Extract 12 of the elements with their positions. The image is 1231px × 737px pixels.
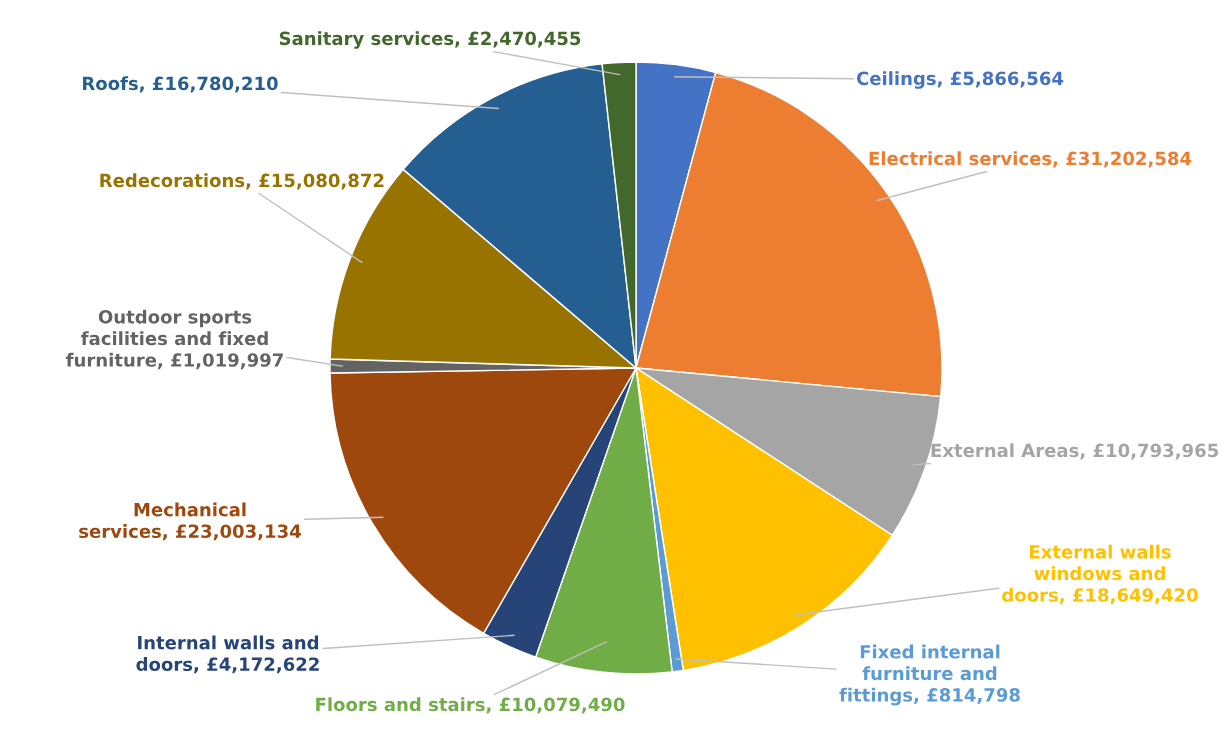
slice-label: Mechanical services, £23,003,134 [79, 502, 301, 541]
slice-label: Floors and stairs, £10,079,490 [316, 697, 625, 714]
slice-label: Fixed internal furniture and fittings, £814,798 [839, 644, 1020, 706]
slice-label: Internal walls and doors, £4,172,622 [136, 635, 319, 674]
slice-label: Roofs, £16,780,210 [83, 76, 278, 93]
slice-label: Sanitary services, £2,470,455 [279, 31, 581, 49]
slice-label: Outdoor sports facilities and fixed furniture, £1,019,997 [66, 309, 283, 370]
slice-label: Ceilings, £5,866,564 [856, 71, 1064, 89]
slice-label: External walls windows and doors, £18,649,420 [1002, 544, 1198, 605]
slice-label: Redecorations, £15,080,872 [100, 173, 384, 190]
slice-label: External Areas, £10,793,965 [931, 443, 1218, 460]
slice-label: Electrical services, £31,202,584 [869, 151, 1192, 168]
